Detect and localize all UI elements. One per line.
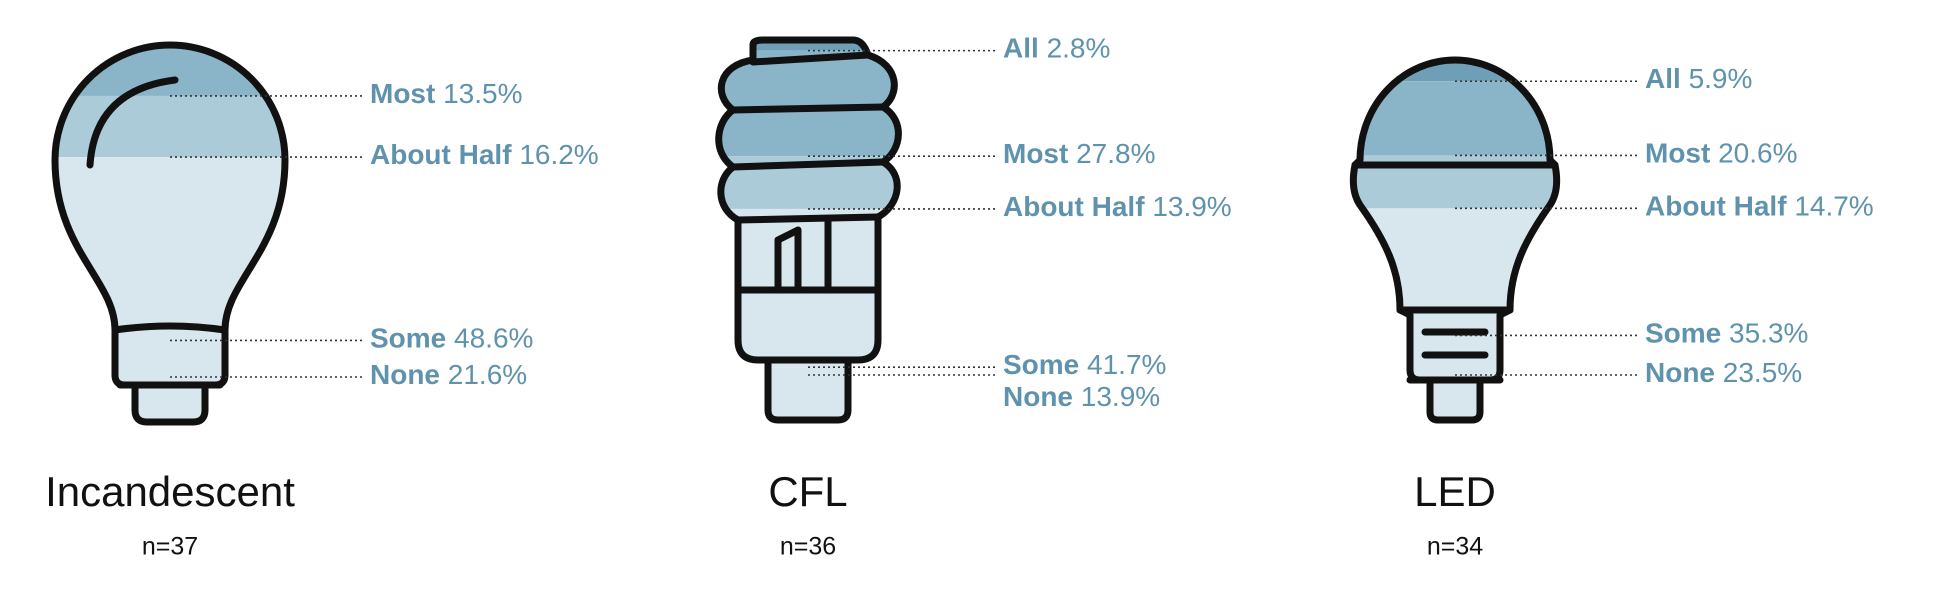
category-label: Some [1003, 350, 1079, 381]
category-label: None [1003, 382, 1073, 413]
segment-label: Most 27.8% [1003, 139, 1156, 170]
bulb-detail [729, 103, 887, 114]
value-label: 2.8% [1047, 33, 1111, 64]
fill-segments [1353, 60, 1557, 420]
bulb-subtitle: n=37 [142, 533, 198, 561]
category-label: Some [1645, 318, 1721, 349]
bulb [51, 41, 289, 426]
segment [55, 340, 285, 422]
category-label: Most [370, 78, 435, 109]
bulb-title: LED [1414, 468, 1496, 515]
segment-label: Most 13.5% [370, 78, 523, 109]
bulb-detail [734, 213, 882, 224]
bulb-detail [86, 76, 179, 169]
bulb-detail [729, 158, 887, 171]
value-label: 41.7% [1087, 350, 1166, 381]
segment [55, 95, 285, 158]
category-label: Most [1003, 139, 1068, 170]
category-label: None [370, 359, 440, 390]
segment-label: Some 41.7% [1003, 350, 1166, 381]
value-label: 14.7% [1794, 191, 1873, 222]
segment-label: None 23.5% [1645, 357, 1802, 388]
segment-label: About Half 13.9% [1003, 191, 1232, 222]
bulb-title: CFL [768, 468, 847, 515]
segment-label: None 13.9% [1003, 382, 1160, 413]
category-label: None [1645, 357, 1715, 388]
segment-label: All 5.9% [1645, 64, 1752, 95]
category-label: Most [1645, 138, 1710, 169]
bulb-detail [749, 51, 872, 66]
bulb-outline [51, 41, 289, 426]
segment [718, 50, 899, 157]
segment [1353, 208, 1557, 336]
category-label: About Half [1645, 191, 1787, 222]
value-label: 16.2% [519, 139, 598, 170]
fill-segments [55, 45, 285, 422]
value-label: 23.5% [1723, 357, 1802, 388]
value-label: 13.9% [1152, 191, 1231, 222]
value-label: 35.3% [1729, 318, 1808, 349]
bulb-detail [111, 322, 229, 334]
value-label: 5.9% [1689, 64, 1753, 95]
value-label: 13.5% [443, 78, 522, 109]
segment-label: About Half 16.2% [370, 139, 599, 170]
category-label: About Half [1003, 191, 1145, 222]
category-label: All [1003, 33, 1039, 64]
bulb-subtitle: n=36 [780, 533, 836, 561]
segment-label: Most 20.6% [1645, 138, 1798, 169]
bulb-subtitle: n=34 [1427, 533, 1483, 561]
value-label: 48.6% [454, 323, 533, 354]
category-label: All [1645, 64, 1681, 95]
segment-label: Some 35.3% [1645, 318, 1808, 349]
value-label: 13.9% [1081, 382, 1160, 413]
segment-label: About Half 14.7% [1645, 191, 1874, 222]
segment-label: None 21.6% [370, 359, 527, 390]
category-label: Some [370, 323, 446, 354]
bulb-title: Incandescent [45, 468, 295, 515]
bulb [1349, 56, 1561, 424]
bulb [715, 36, 902, 424]
segment-label: All 2.8% [1003, 33, 1110, 64]
bulb-detail [774, 226, 802, 294]
category-label: About Half [370, 139, 512, 170]
value-label: 21.6% [448, 359, 527, 390]
value-label: 27.8% [1076, 139, 1155, 170]
segment [718, 40, 899, 51]
segment-label: Some 48.6% [370, 323, 533, 354]
value-label: 20.6% [1718, 138, 1797, 169]
